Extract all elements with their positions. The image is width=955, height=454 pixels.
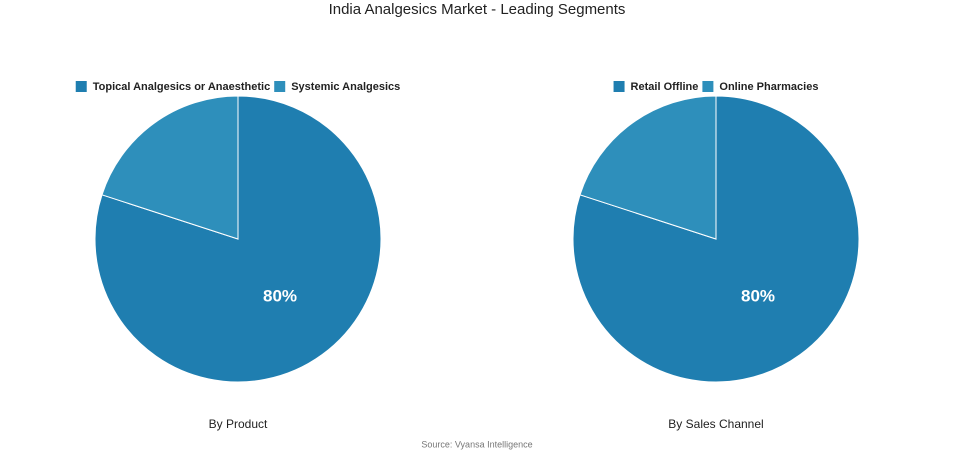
slice-label: 80% <box>741 286 775 305</box>
legend-swatch <box>75 81 87 92</box>
legend: Topical Analgesics or Anaesthetic Systemi… <box>75 81 400 93</box>
source-note: Source: Vyansa Intelligence <box>421 439 532 449</box>
legend-label: Systemic Analgesics <box>291 81 400 93</box>
legend-swatch <box>613 81 625 92</box>
legend: Retail Offline Online Pharmacies <box>613 81 818 93</box>
pie-slice <box>579 95 717 240</box>
legend-swatch <box>274 81 286 92</box>
pie-title: By Product <box>209 417 268 431</box>
legend-label: Online Pharmacies <box>719 81 818 93</box>
legend-label: Retail Offline <box>631 81 699 93</box>
pie-title: By Sales Channel <box>668 417 763 431</box>
page-title: India Analgesics Market - Leading Segmen… <box>329 1 626 18</box>
slice-label: 80% <box>263 286 297 305</box>
legend-label: Topical Analgesics or Anaesthetic <box>93 81 270 93</box>
legend-swatch <box>702 81 714 92</box>
pie-slice <box>101 95 239 240</box>
